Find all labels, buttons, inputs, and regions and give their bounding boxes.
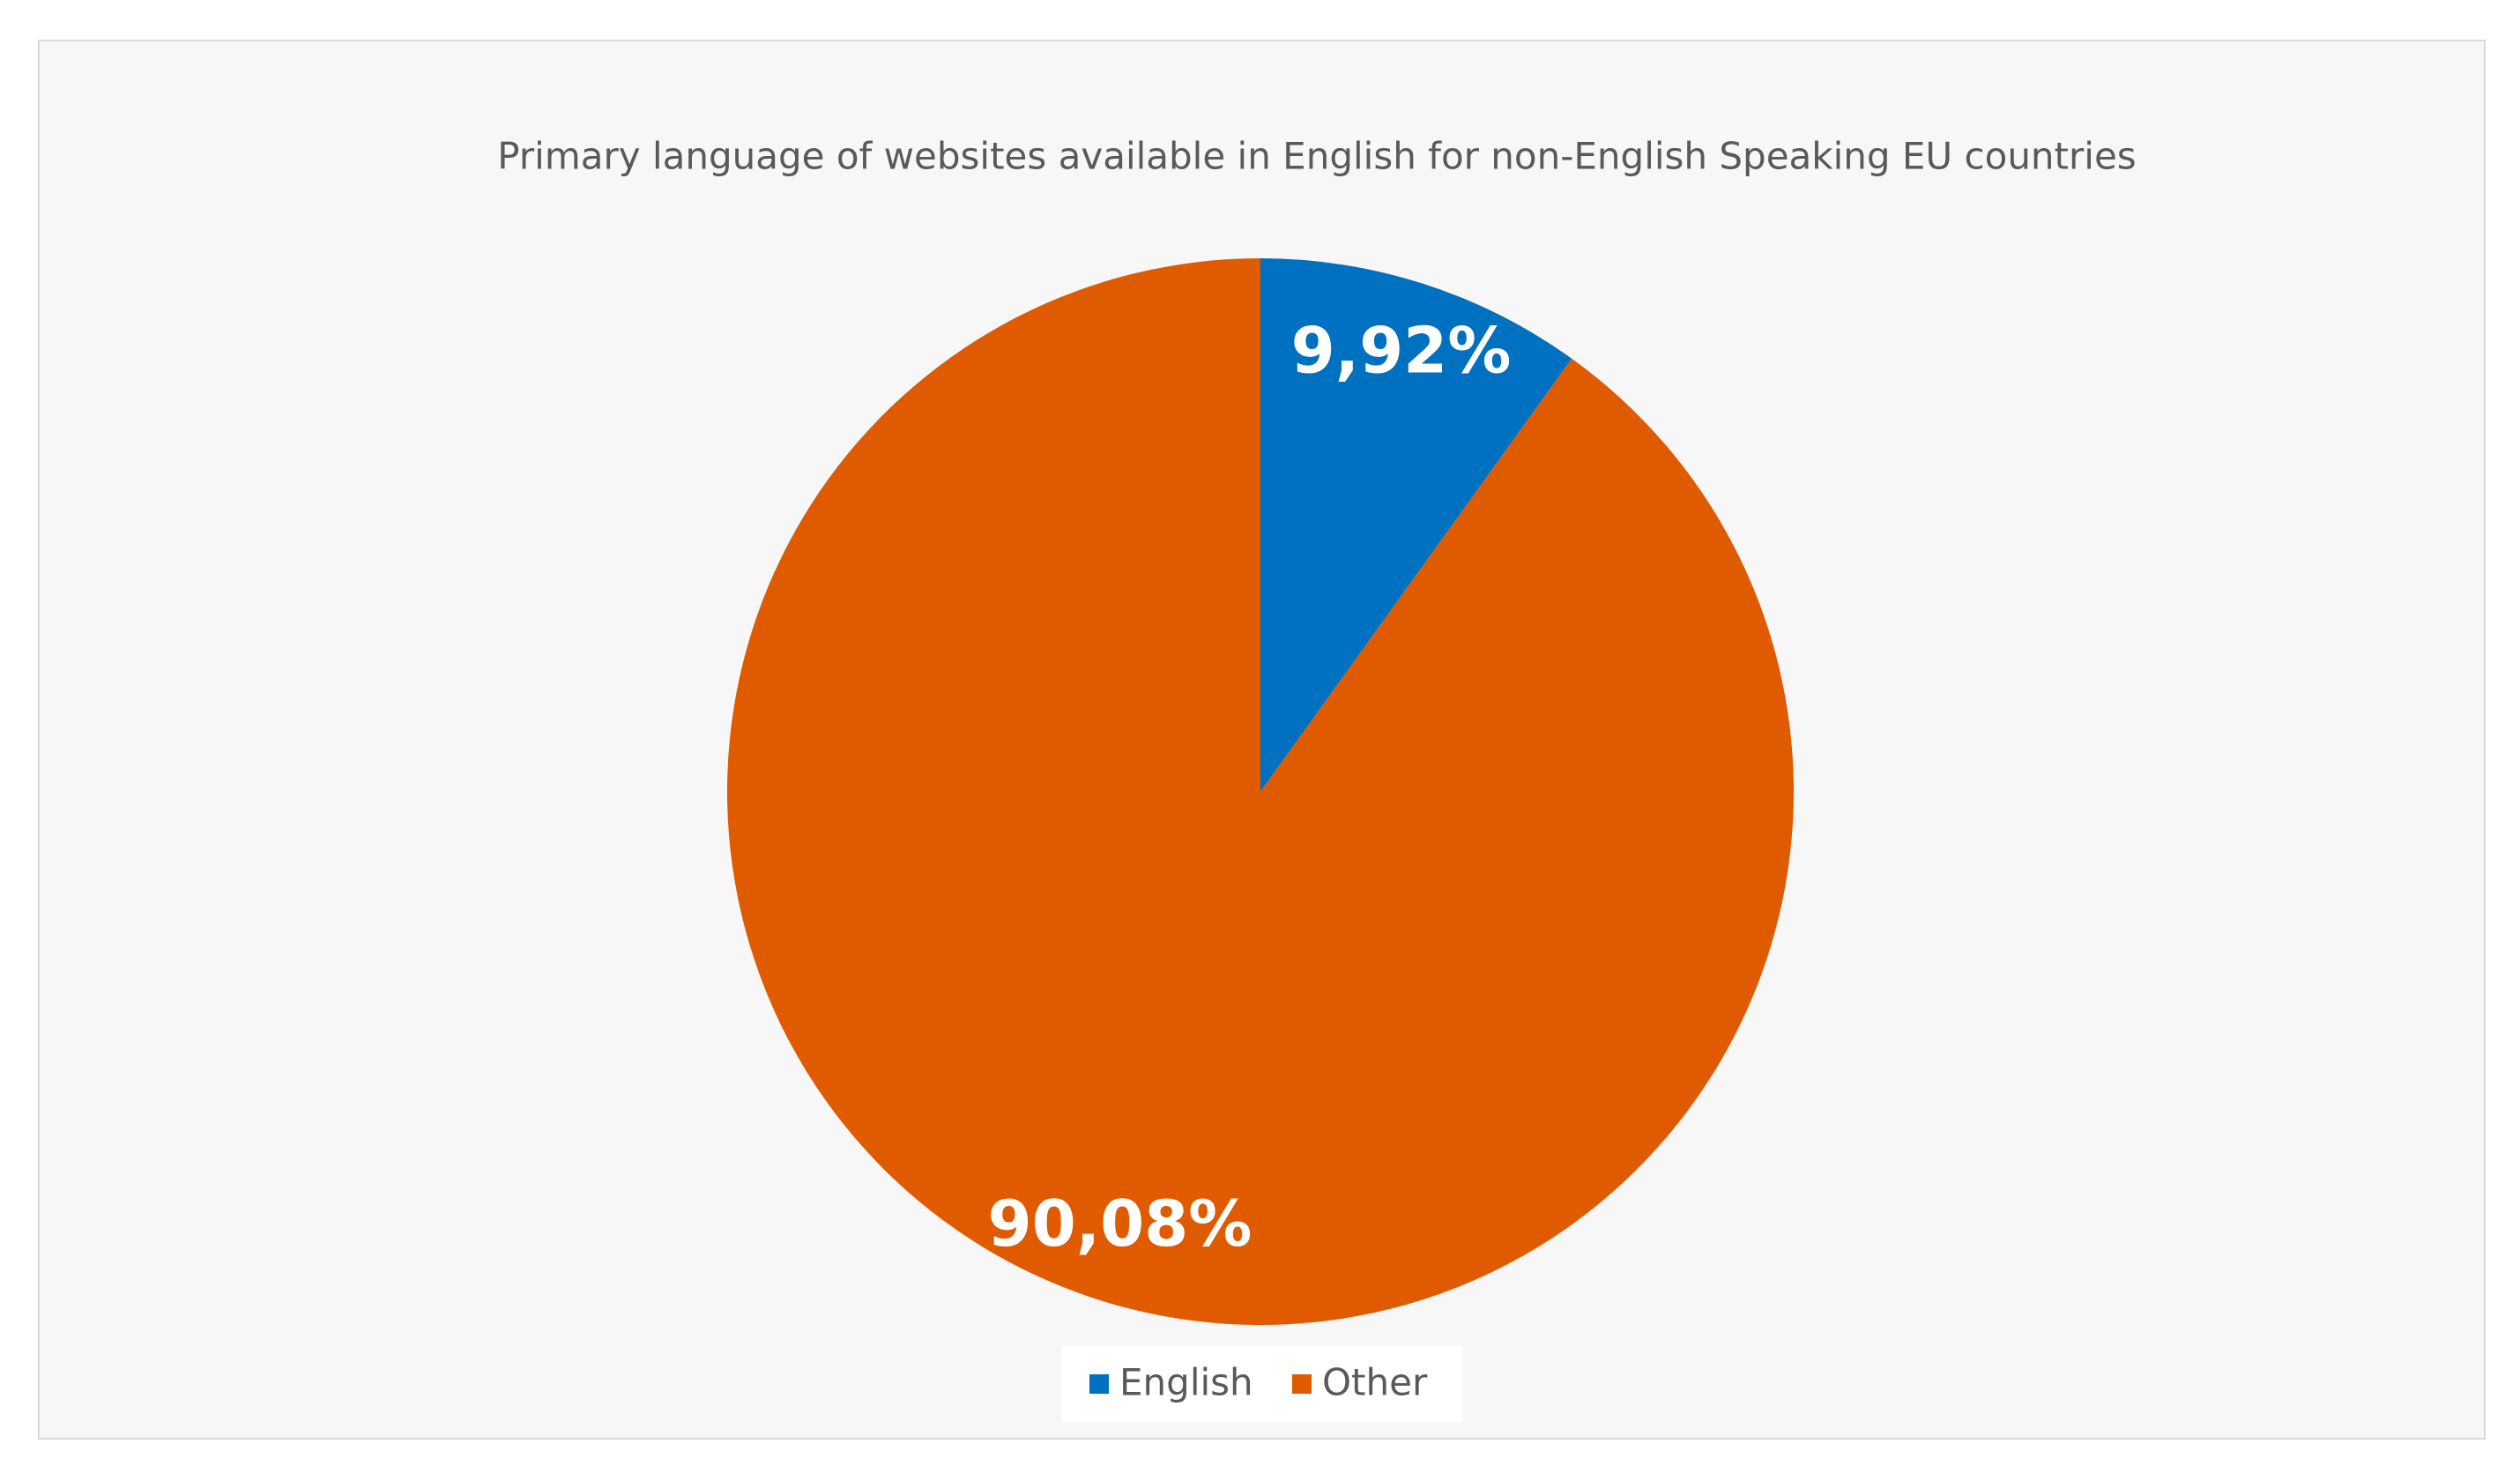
legend-swatch — [1292, 1374, 1312, 1394]
legend-label: English — [1119, 1361, 1253, 1404]
legend-box — [1061, 1346, 1462, 1422]
data-label: 90,08% — [988, 1187, 1253, 1261]
chart-title: Primary language of websites available i… — [497, 135, 2136, 178]
data-label: 9,92% — [1291, 313, 1512, 387]
legend: English Other — [1089, 1361, 1428, 1404]
legend-swatch — [1089, 1374, 1109, 1394]
pie-slice — [726, 258, 1794, 1326]
legend-label: Other — [1322, 1361, 1428, 1404]
pie-slice — [1260, 258, 1572, 792]
